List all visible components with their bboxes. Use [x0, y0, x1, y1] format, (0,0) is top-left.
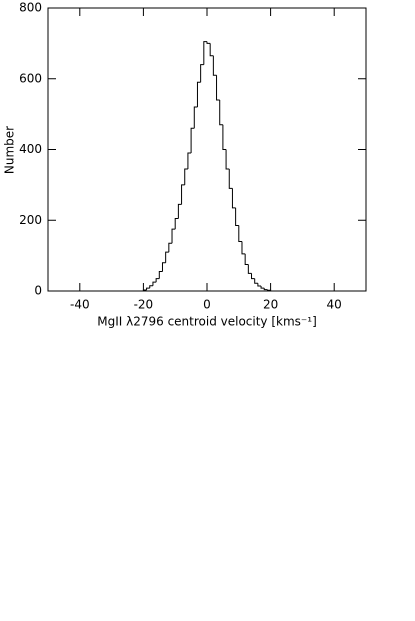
histogram-step [212, 55, 217, 76]
y-tick-label: 0 [34, 284, 42, 298]
histogram-step [206, 41, 211, 44]
histogram-step [196, 81, 201, 108]
histogram-step [216, 75, 220, 101]
histogram-step [228, 168, 233, 189]
histogram-step [203, 41, 207, 65]
histogram-step [209, 43, 214, 57]
x-tick-label: 40 [327, 298, 342, 312]
histogram-step [225, 149, 230, 170]
histogram-step [235, 207, 239, 227]
y-axis-label: Number [3, 126, 17, 174]
histogram-step [146, 287, 150, 290]
histogram-step [158, 271, 163, 279]
histogram-step [257, 283, 262, 287]
x-tick-label: -20 [134, 298, 154, 312]
x-tick-label: 0 [203, 298, 211, 312]
histogram-step [155, 278, 160, 283]
histogram-step [244, 253, 249, 265]
histogram-step [260, 286, 265, 289]
plot-frame [47, 7, 367, 292]
histogram-step [152, 281, 157, 286]
y-tick-label: 200 [19, 213, 42, 227]
x-axis-label: MgII λ2796 centroid velocity [kms⁻¹] [97, 315, 317, 329]
histogram-step [165, 251, 169, 263]
histogram-step [171, 228, 176, 244]
histogram-step [231, 188, 236, 209]
histogram-step [222, 124, 227, 150]
histogram-step [263, 288, 268, 291]
histogram-step [174, 217, 179, 230]
histogram-step [184, 168, 188, 185]
histogram-step [251, 273, 255, 280]
histogram-step [161, 262, 166, 272]
histogram-step [254, 278, 258, 284]
histogram-step [149, 285, 153, 289]
histogram-step [241, 241, 246, 255]
y-tick-label: 400 [19, 142, 42, 156]
histogram-step [266, 289, 272, 291]
histogram-step [142, 289, 147, 291]
histogram-step [200, 64, 204, 83]
histogram-step [168, 242, 173, 253]
histogram-step [190, 127, 195, 154]
x-tick-label: 20 [263, 298, 278, 312]
y-tick-label: 800 [19, 1, 42, 15]
histogram-step [177, 203, 182, 219]
histogram-step [187, 152, 192, 169]
histogram-step [238, 225, 242, 242]
x-tick-label: -40 [70, 298, 90, 312]
y-tick-label: 600 [19, 71, 42, 85]
histogram-step [247, 264, 252, 274]
histogram-step [193, 106, 198, 129]
histogram-step [219, 99, 223, 126]
histogram-step [181, 184, 185, 205]
